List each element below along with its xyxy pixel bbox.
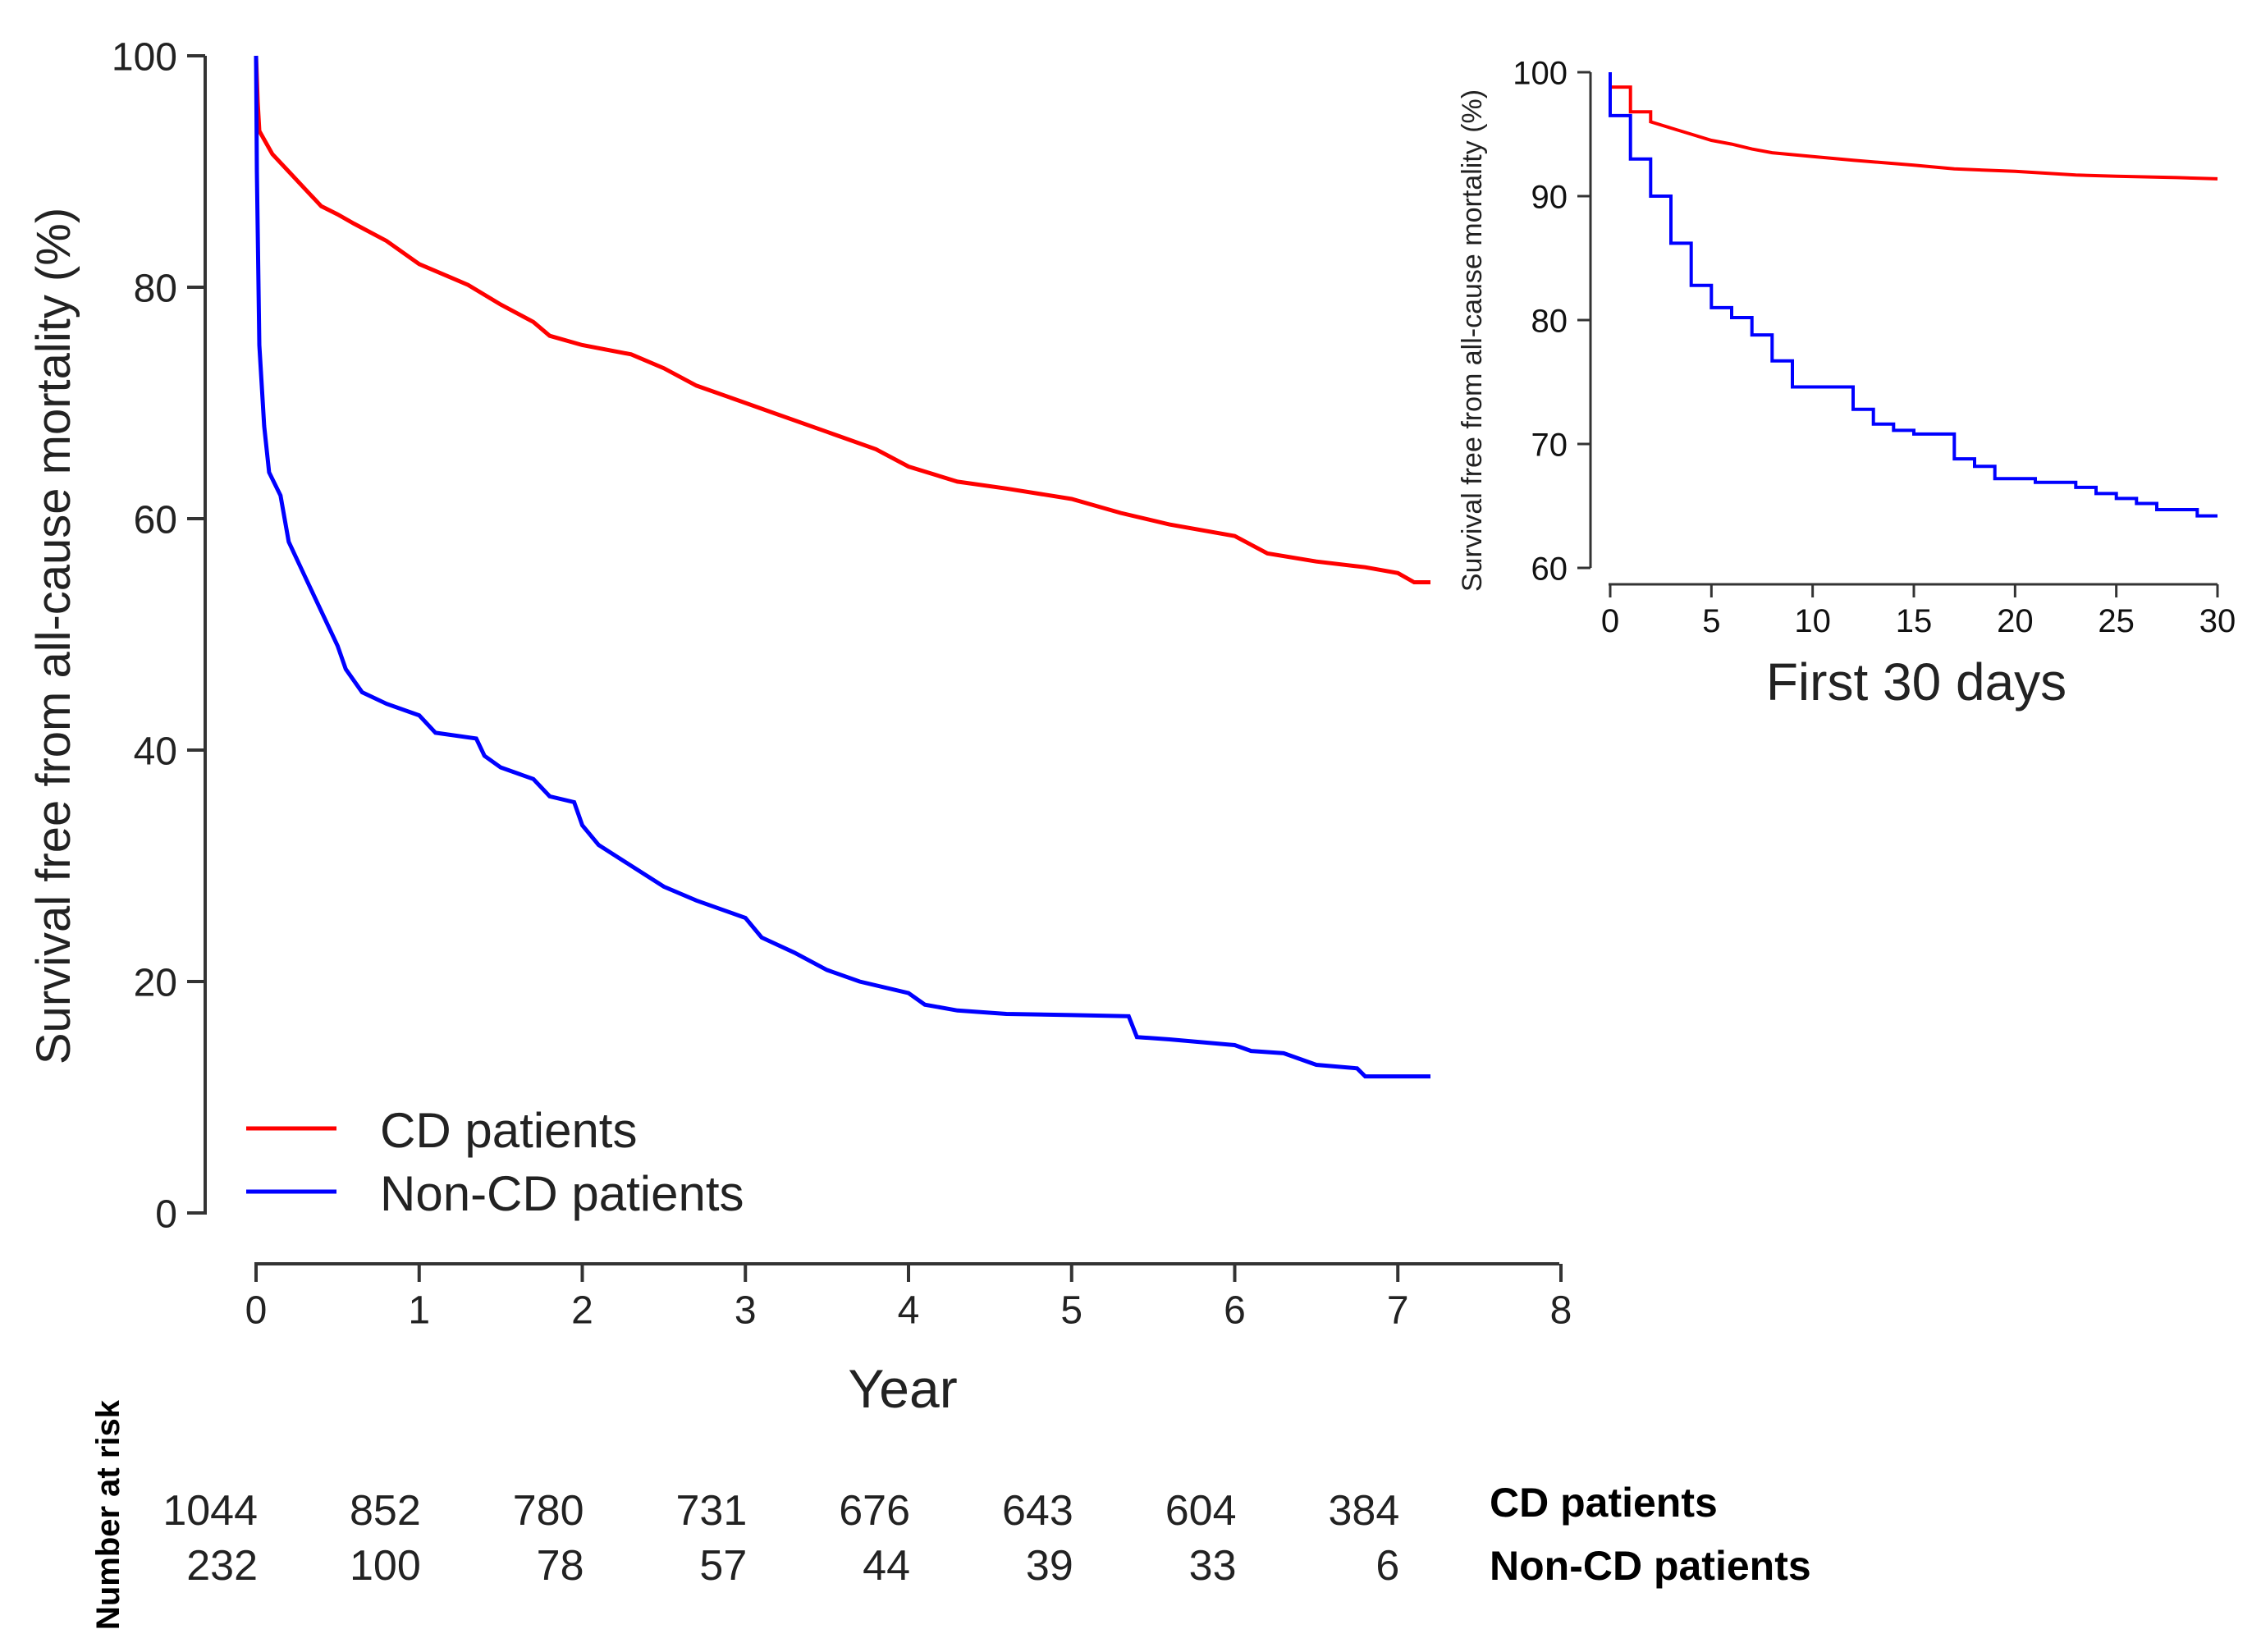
main-x-ticks: 0 1 2 3 4 5 6 7 8 <box>245 1264 1572 1332</box>
inset-chart: 60 70 80 90 100 0 5 10 15 20 25 30 Survival free f… <box>1457 55 2236 712</box>
inset-y-axis-label: Survival free from all-cause mortality (… <box>1457 89 1488 592</box>
risk-value-1-1: 100 <box>350 1542 421 1590</box>
number-at-risk-table: Number at risk 1044 852 780 731 676 643 604 384… <box>90 1399 1811 1630</box>
inset-title: First 30 days <box>1766 652 2066 712</box>
main-y-tick-label-3: 60 <box>134 498 177 542</box>
inset-series-line-1 <box>1609 72 2218 518</box>
inset-y-tick-label-0: 60 <box>1531 551 1568 587</box>
main-y-tick-label-4: 80 <box>134 267 177 310</box>
main-series-line-1 <box>254 55 1430 1079</box>
risk-value-1-2: 78 <box>537 1542 584 1590</box>
inset-y-ticks: 60 70 80 90 100 <box>1513 55 1590 587</box>
risk-value-0-2: 780 <box>513 1487 584 1535</box>
inset-x-tick-label-0: 0 <box>1601 603 1619 639</box>
main-series <box>254 55 1430 1079</box>
risk-value-1-0: 232 <box>186 1542 258 1590</box>
inset-x-tick-label-5: 25 <box>2098 603 2135 639</box>
main-x-tick-label-2: 2 <box>571 1288 593 1332</box>
main-y-ticks: 0 20 40 60 80 100 <box>112 35 205 1236</box>
risk-value-0-6: 604 <box>1165 1487 1237 1535</box>
inset-x-tick-label-2: 10 <box>1794 603 1831 639</box>
main-x-tick-label-1: 1 <box>408 1288 430 1332</box>
main-y-tick-label-5: 100 <box>112 35 177 79</box>
legend-label-non-cd: Non-CD patients <box>380 1166 744 1221</box>
risk-value-0-3: 731 <box>675 1487 747 1535</box>
risk-value-0-5: 643 <box>1002 1487 1073 1535</box>
risk-value-1-5: 39 <box>1026 1542 1073 1590</box>
risk-value-1-7: 6 <box>1375 1542 1399 1590</box>
risk-value-0-4: 676 <box>839 1487 910 1535</box>
risk-row-label-non-cd: Non-CD patients <box>1490 1543 1811 1589</box>
main-x-tick-label-8: 8 <box>1550 1288 1572 1332</box>
main-x-axis-label: Year <box>848 1358 957 1419</box>
main-x-tick-label-7: 7 <box>1387 1288 1409 1332</box>
inset-x-tick-label-6: 30 <box>2199 603 2236 639</box>
risk-value-0-0: 1044 <box>162 1487 258 1535</box>
main-series-line-0 <box>254 55 1430 584</box>
main-x-tick-label-5: 5 <box>1060 1288 1082 1332</box>
risk-value-1-4: 44 <box>863 1542 910 1590</box>
inset-y-tick-label-1: 70 <box>1531 427 1568 463</box>
main-x-tick-label-0: 0 <box>245 1288 268 1332</box>
risk-value-0-1: 852 <box>350 1487 421 1535</box>
main-x-tick-label-4: 4 <box>898 1288 920 1332</box>
risk-row-non-cd: 232 100 78 57 44 39 33 6 <box>186 1542 1399 1590</box>
inset-y-tick-label-3: 90 <box>1531 179 1568 215</box>
risk-value-1-6: 33 <box>1189 1542 1237 1590</box>
inset-series-line-0 <box>1609 72 2218 181</box>
risk-row-label-cd: CD patients <box>1490 1480 1718 1526</box>
main-y-axis-label: Survival free from all-cause mortality (… <box>27 208 80 1064</box>
risk-value-0-7: 384 <box>1328 1487 1399 1535</box>
inset-series <box>1609 72 2218 518</box>
inset-x-tick-label-3: 15 <box>1896 603 1933 639</box>
main-chart: 0 20 40 60 80 100 0 1 2 3 4 5 6 7 8 Survival free fro… <box>27 35 1572 1419</box>
main-y-tick-label-0: 0 <box>155 1192 177 1236</box>
legend-label-cd: CD patients <box>380 1103 637 1158</box>
inset-y-tick-label-2: 80 <box>1531 303 1568 339</box>
main-x-tick-label-6: 6 <box>1224 1288 1246 1332</box>
main-y-tick-label-2: 40 <box>134 730 177 773</box>
inset-y-tick-label-4: 100 <box>1513 55 1568 91</box>
inset-x-tick-label-4: 20 <box>1997 603 2034 639</box>
risk-row-cd: 1044 852 780 731 676 643 604 384 <box>162 1487 1399 1535</box>
main-y-tick-label-1: 20 <box>134 961 177 1004</box>
risk-value-1-3: 57 <box>699 1542 747 1590</box>
inset-x-tick-label-1: 5 <box>1702 603 1720 639</box>
inset-x-ticks: 0 5 10 15 20 25 30 <box>1601 584 2236 639</box>
main-legend: CD patients Non-CD patients <box>246 1103 744 1221</box>
number-at-risk-label: Number at risk <box>90 1399 126 1630</box>
main-x-tick-label-3: 3 <box>735 1288 757 1332</box>
